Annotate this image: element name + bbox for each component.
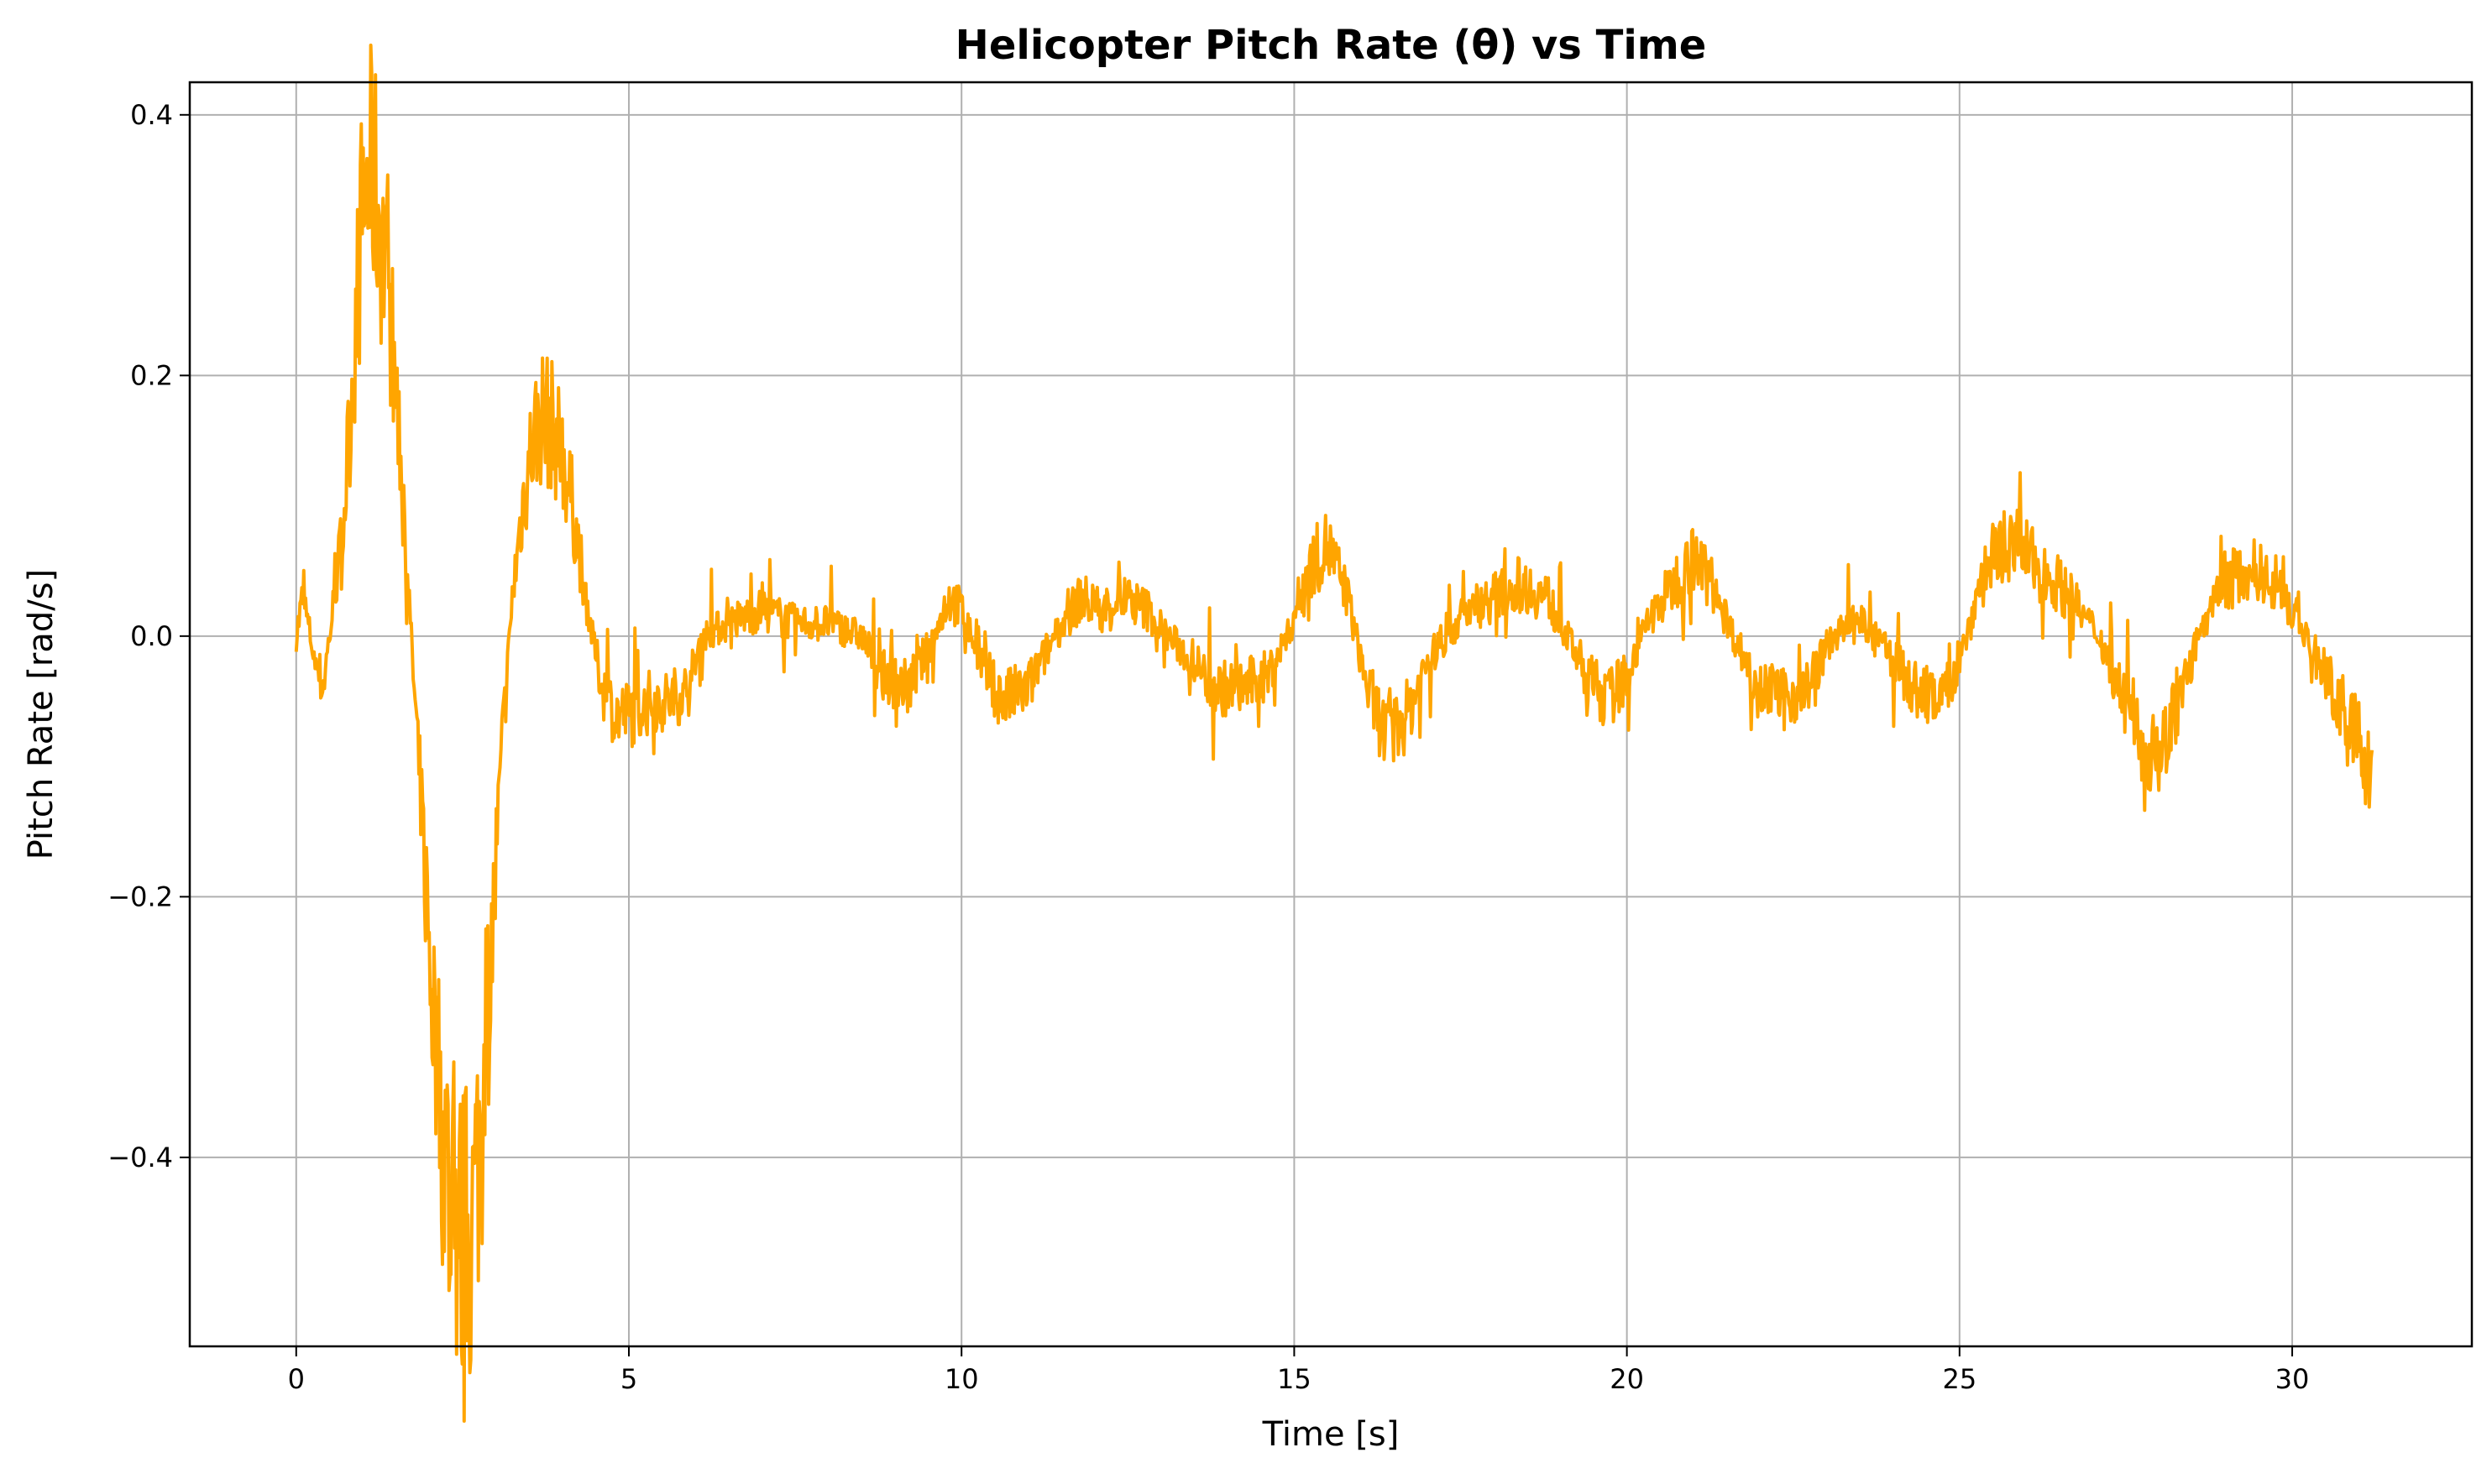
y-tick-label: 0.4 [130,99,173,131]
y-axis-label: Pitch Rate [rad/s] [22,569,60,860]
x-tick-label: 10 [945,1363,979,1395]
y-axis-ticks: −0.4 −0.2 0.0 0.2 0.4 [107,99,190,1173]
x-tick-label: 5 [620,1363,637,1395]
y-tick-label: −0.2 [107,880,173,912]
x-tick-label: 25 [1942,1363,1976,1395]
x-axis-ticks: 0 5 10 15 20 25 30 [288,1346,2310,1395]
plot-frame [188,81,2474,1348]
x-tick-label: 20 [1610,1363,1644,1395]
y-tick-label: 0.2 [130,359,173,391]
x-axis-label: Time [s] [1262,1415,1400,1454]
chart-title: Helicopter Pitch Rate (θ) vs Time [955,22,1707,69]
y-tick-label: −0.4 [107,1142,173,1173]
y-tick-label: 0.0 [130,620,173,652]
pitch-rate-line [294,43,2374,1423]
x-tick-label: 0 [288,1363,305,1395]
x-tick-label: 30 [2275,1363,2310,1395]
series-group [294,43,2374,1423]
x-tick-label: 15 [1277,1363,1311,1395]
